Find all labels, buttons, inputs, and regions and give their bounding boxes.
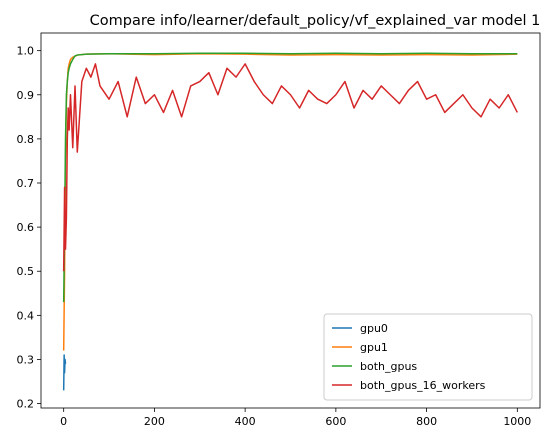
x-tick-label: 800: [416, 415, 437, 428]
legend-label: gpu0: [360, 322, 388, 335]
x-tick-label: 0: [60, 415, 67, 428]
legend-label: both_gpus: [360, 360, 417, 373]
x-axis: 0 200 400 600 800 1000: [60, 408, 531, 428]
y-tick-label: 1.0: [17, 45, 35, 58]
legend-label: both_gpus_16_workers: [360, 379, 486, 392]
x-tick-label: 400: [235, 415, 256, 428]
y-tick-label: 0.6: [17, 221, 35, 234]
x-tick-label: 1000: [503, 415, 531, 428]
x-tick-label: 600: [325, 415, 346, 428]
y-tick-label: 0.5: [17, 265, 35, 278]
y-tick-label: 0.4: [17, 309, 35, 322]
chart-title: Compare info/learner/default_policy/vf_e…: [90, 13, 541, 29]
y-tick-label: 0.2: [17, 398, 35, 411]
y-tick-label: 0.7: [17, 177, 35, 190]
series-line-both-gpus: [62, 52, 518, 303]
series-layer: [62, 52, 518, 391]
y-axis: 0.2 0.3 0.4 0.5 0.6 0.7 0.8 0.9 1.0: [17, 45, 41, 411]
y-tick-label: 0.8: [17, 133, 35, 146]
plot-frame: [40, 32, 541, 409]
y-tick-label: 0.3: [17, 353, 35, 366]
legend-box: [323, 313, 533, 401]
x-tick-label: 200: [144, 415, 165, 428]
legend: gpu0 gpu1 both_gpus both_gpus_16_workers: [323, 313, 533, 401]
series-line-both-gpus-16-workers: [62, 63, 518, 272]
series-line-gpu0: [62, 354, 67, 391]
y-tick-label: 0.9: [17, 89, 35, 102]
legend-label: gpu1: [360, 341, 388, 354]
